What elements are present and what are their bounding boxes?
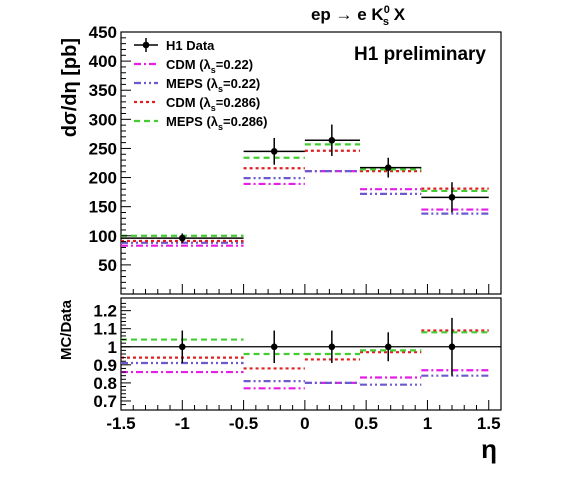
x-tick-label: 0 xyxy=(300,414,309,433)
legend-label-sub: s xyxy=(211,103,216,113)
y-tick-label-top: 150 xyxy=(89,198,117,217)
data-point-top xyxy=(448,194,456,201)
chart-title-text: ep → e K0 s X xyxy=(311,4,406,28)
x-tick-label: -1.5 xyxy=(106,414,135,433)
y-tick-label-top: 350 xyxy=(89,81,117,100)
bottom-panel: 0.70.80.911.11.2 -1.5 -1 -0.5 0 0.5 1 1.5 MC/D… xyxy=(58,297,502,464)
y-tick-label-bottom: 0.7 xyxy=(93,392,117,411)
legend-label-tail: =0.286) xyxy=(216,95,260,110)
data-point-bottom xyxy=(328,343,336,351)
bottom-x-ticks: -1.5 -1 -0.5 0 0.5 1 1.5 xyxy=(106,400,501,433)
bottom-panel-frame xyxy=(120,297,502,411)
legend-entry-2: MEPS (λs=0.22) xyxy=(134,76,260,94)
y-tick-label-bottom: 1 xyxy=(108,338,117,357)
x-tick-label: 1.5 xyxy=(477,414,501,433)
data-point-top xyxy=(384,164,392,171)
y-tick-label-top: 400 xyxy=(89,52,117,71)
data-point-top xyxy=(328,136,336,144)
x-axis-label: η xyxy=(481,434,497,464)
data-point-top xyxy=(178,234,186,242)
legend-entry-3: CDM (λs=0.286) xyxy=(134,95,260,113)
legend-label-part: CDM (λ xyxy=(166,95,212,110)
legend-label-data: H1 Data xyxy=(166,38,215,53)
y-tick-label-top: 450 xyxy=(89,23,117,42)
y-tick-label-top: 200 xyxy=(89,169,117,188)
bottom-y-ticks: 0.70.80.911.11.2 xyxy=(93,302,131,411)
data-point-top xyxy=(270,148,278,155)
legend-label: CDM (λs=0.22) xyxy=(166,57,253,75)
title-sup: 0 xyxy=(384,4,390,16)
data-point-bottom xyxy=(448,343,456,351)
x-tick-label: -0.5 xyxy=(229,414,258,433)
data-point-bottom xyxy=(384,343,392,351)
legend-label-sub: s xyxy=(211,65,216,75)
top-panel: 50 100 150 200 250 300 350 400 450 H1 preliminar… xyxy=(59,23,502,295)
top-panel-frame xyxy=(120,31,502,295)
legend-label: CDM (λs=0.286) xyxy=(166,95,260,113)
y-tick-label-top: 50 xyxy=(98,256,117,275)
top-series-group xyxy=(121,143,489,247)
legend-label-part: CDM (λ xyxy=(166,57,212,72)
legend-label-tail: =0.286) xyxy=(223,114,267,129)
top-data-points xyxy=(121,124,489,243)
y-tick-label-top: 100 xyxy=(89,227,117,246)
y-tick-label-bottom: 1.1 xyxy=(93,320,117,339)
bottom-data-points xyxy=(121,317,501,376)
y-axis-label-top: dσ/dη [pb] xyxy=(59,38,81,137)
bottom-series-group xyxy=(121,329,489,390)
y-tick-label-bottom: 0.8 xyxy=(93,374,117,393)
y-axis-label-bottom: MC/Data xyxy=(58,299,75,360)
data-point-bottom xyxy=(178,343,186,351)
y-tick-label-bottom: 0.9 xyxy=(93,356,117,375)
watermark-label: H1 preliminary xyxy=(354,44,486,65)
legend-label-part: MEPS (λ xyxy=(166,114,219,129)
legend-label-tail: =0.22) xyxy=(216,57,253,72)
x-tick-label: 0.5 xyxy=(354,414,378,433)
legend-label-sub: s xyxy=(218,84,223,94)
top-x-ticks xyxy=(120,284,490,294)
legend-label-tail: =0.22) xyxy=(223,76,260,91)
legend-entry-4: MEPS (λs=0.286) xyxy=(134,114,267,132)
legend-label-sub: s xyxy=(218,122,223,132)
title-part: ep → e K xyxy=(311,5,384,24)
legend-label: MEPS (λs=0.22) xyxy=(166,76,260,94)
legend-entry-1: CDM (λs=0.22) xyxy=(134,57,253,75)
legend-entry-data: H1 Data xyxy=(134,38,215,53)
legend-data-marker xyxy=(142,41,150,49)
title-tail: X xyxy=(389,5,406,24)
top-y-ticks: 50 100 150 200 250 300 350 400 450 xyxy=(89,23,131,289)
data-point-bottom xyxy=(270,343,278,351)
y-tick-label-top: 250 xyxy=(89,139,117,158)
chart-title: ep → e K0 s X xyxy=(311,4,406,28)
y-tick-label-bottom: 1.2 xyxy=(93,302,117,321)
y-tick-label-top: 300 xyxy=(89,110,117,129)
x-tick-label: -1 xyxy=(175,414,190,433)
legend-label-part: MEPS (λ xyxy=(166,76,219,91)
x-tick-label: 1 xyxy=(423,414,432,433)
legend-label: MEPS (λs=0.286) xyxy=(166,114,267,132)
title-sub: s xyxy=(383,16,389,28)
